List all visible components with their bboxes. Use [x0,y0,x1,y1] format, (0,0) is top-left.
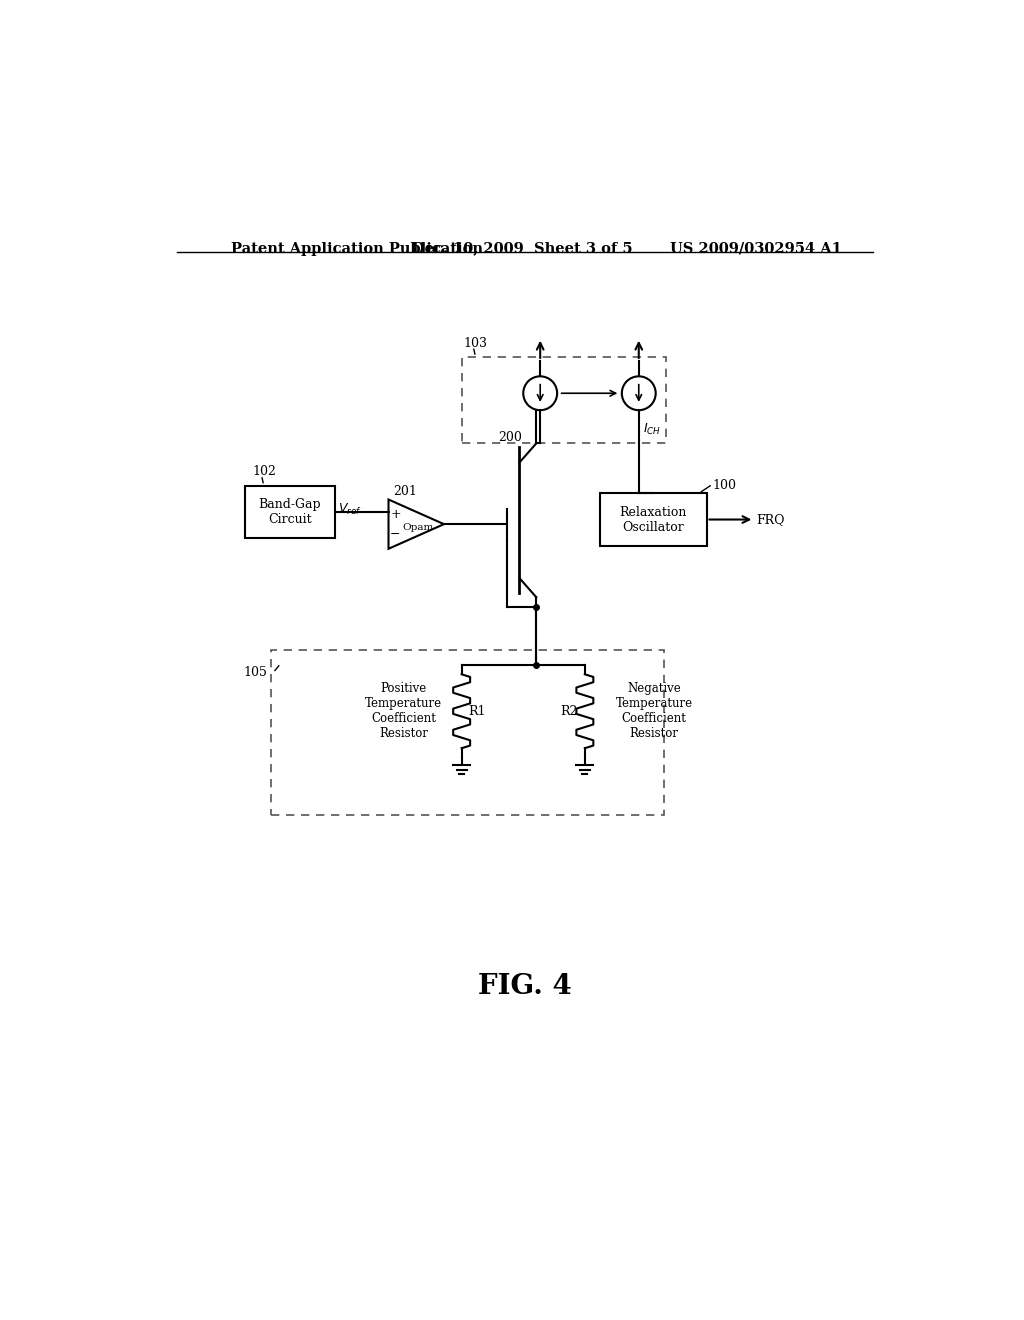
Text: −: − [390,528,400,541]
Text: 102: 102 [252,465,276,478]
Text: Negative
Temperature
Coefficient
Resistor: Negative Temperature Coefficient Resisto… [615,682,692,741]
Text: FRQ: FRQ [757,513,785,527]
Text: Band-Gap
Circuit: Band-Gap Circuit [259,498,322,525]
Text: FIG. 4: FIG. 4 [478,973,571,999]
Text: 105: 105 [244,667,267,680]
Bar [462,358,666,444]
Text: R2: R2 [561,705,579,718]
Text: Relaxation
Oscillator: Relaxation Oscillator [620,506,687,533]
Text: $\mathit{V}_{ref}$: $\mathit{V}_{ref}$ [339,502,362,517]
Text: 200: 200 [498,432,521,445]
Text: R1: R1 [468,705,485,718]
Text: $\mathit{I}_{CH}$: $\mathit{I}_{CH}$ [643,422,662,437]
Text: Dec. 10, 2009  Sheet 3 of 5: Dec. 10, 2009 Sheet 3 of 5 [412,242,632,256]
Bar [245,486,336,539]
Text: Patent Application Publication: Patent Application Publication [230,242,482,256]
Text: 100: 100 [713,479,736,492]
Text: Opam: Opam [402,523,433,532]
Bar [600,494,707,545]
Bar [271,649,665,816]
Text: 201: 201 [393,486,418,499]
Text: US 2009/0302954 A1: US 2009/0302954 A1 [670,242,842,256]
Text: +: + [390,508,400,520]
Text: Positive
Temperature
Coefficient
Resistor: Positive Temperature Coefficient Resisto… [366,682,442,741]
Text: 103: 103 [463,337,487,350]
